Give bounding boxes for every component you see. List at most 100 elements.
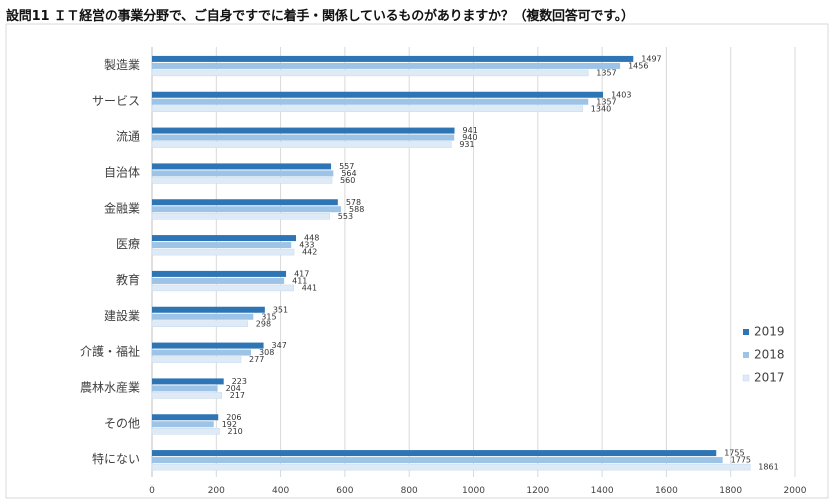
data-label: 1357 [596, 97, 616, 106]
bar-2017 [151, 392, 223, 399]
data-label: 931 [459, 140, 474, 149]
bar-2019 [152, 199, 338, 206]
bar-2017 [151, 463, 751, 471]
data-label: 204 [226, 384, 241, 393]
legend-swatch-2017 [742, 374, 750, 382]
x-tick-label: 1600 [655, 486, 678, 496]
x-tick-label: 1200 [526, 486, 549, 496]
bar-2018 [152, 457, 723, 464]
category-label: 金融業 [104, 200, 140, 215]
bar-2019 [152, 414, 219, 421]
bar-2019 [152, 306, 265, 313]
category-label: その他 [104, 416, 140, 430]
data-label: 441 [302, 283, 317, 292]
bar-2018 [152, 98, 589, 105]
bar-2018 [152, 349, 252, 356]
data-label: 941 [463, 126, 478, 135]
data-label: 557 [339, 162, 354, 171]
bar-2017 [151, 141, 452, 148]
data-label: 308 [259, 348, 274, 357]
data-label: 448 [304, 234, 319, 243]
bar-2018 [152, 277, 285, 284]
data-label: 1775 [731, 456, 751, 465]
data-label: 553 [338, 212, 353, 221]
bar-2019 [152, 450, 717, 457]
bar-2019 [152, 163, 332, 170]
x-tick-label: 800 [401, 486, 418, 496]
x-tick-label: 1000 [462, 486, 485, 496]
data-label: 351 [273, 305, 288, 314]
data-label: 1497 [641, 54, 661, 63]
bar-2019 [152, 378, 224, 385]
bar-2019 [152, 270, 287, 277]
data-label: 277 [249, 355, 264, 364]
bar-2018 [152, 313, 254, 320]
bar-2018 [152, 206, 342, 213]
data-label: 1357 [596, 68, 616, 77]
data-label: 217 [230, 391, 245, 400]
data-label: 940 [462, 133, 477, 142]
bar-2017 [151, 177, 333, 184]
data-label: 588 [349, 205, 364, 214]
x-tick-label: 1800 [719, 486, 742, 496]
data-label: 347 [272, 341, 287, 350]
legend-label-2017: 2017 [754, 371, 785, 385]
data-label: 210 [228, 427, 243, 436]
chart-frame [5, 23, 829, 499]
bar-2017 [151, 284, 295, 292]
bar-2017 [151, 213, 331, 220]
chart-title: 設問11 ＩＴ経営の事業分野で、ご自身ですでに着手・関係しているものがありますか… [6, 9, 634, 24]
bar-2017 [151, 69, 589, 77]
bar-2019 [152, 55, 634, 62]
bar-2017 [151, 356, 242, 363]
bar-2018 [152, 170, 334, 177]
legend-swatch-2018 [743, 352, 749, 358]
legend-label-2019: 2019 [754, 325, 785, 339]
category-label: 特にない [92, 451, 140, 466]
x-tick-label: 1400 [591, 486, 614, 496]
category-label: 農林水産業 [80, 379, 140, 394]
data-label: 1861 [758, 463, 778, 472]
bar-2019 [152, 342, 264, 349]
category-label: サービス [92, 94, 140, 108]
bar-2017 [151, 320, 249, 327]
category-label: 流通 [116, 130, 140, 144]
x-tick-label: 400 [272, 486, 289, 496]
data-label: 298 [256, 319, 271, 328]
category-label: 医療 [116, 237, 140, 251]
bar-2017 [151, 248, 295, 256]
category-label: 介護・福祉 [80, 344, 140, 359]
legend-label-2018: 2018 [754, 348, 785, 362]
data-label: 206 [226, 413, 241, 422]
category-label: 自治体 [104, 165, 140, 179]
legend-swatch-2019 [743, 329, 749, 335]
bar-2017 [151, 428, 220, 435]
category-label: 教育 [116, 272, 140, 287]
bar-2017 [151, 105, 584, 112]
bar-2018 [152, 385, 218, 392]
data-label: 315 [261, 312, 276, 321]
data-label: 564 [341, 169, 356, 178]
data-label: 433 [299, 241, 314, 250]
x-tick-label: 200 [208, 486, 225, 496]
bar-2018 [152, 421, 214, 428]
category-label: 建設業 [104, 308, 140, 323]
bar-2018 [152, 134, 455, 141]
data-label: 192 [222, 420, 237, 429]
data-label: 578 [346, 198, 361, 207]
data-label: 223 [232, 377, 247, 386]
data-label: 442 [302, 248, 317, 257]
data-label: 1403 [611, 90, 631, 99]
bar-2018 [152, 242, 292, 249]
bar-2019 [152, 127, 455, 134]
data-label: 1456 [628, 61, 648, 70]
data-label: 1340 [591, 104, 611, 113]
category-label: 製造業 [104, 58, 140, 72]
bar-2018 [152, 62, 621, 69]
data-label: 411 [292, 276, 307, 285]
data-label: 560 [340, 176, 355, 185]
x-tick-label: 0 [149, 486, 155, 496]
data-label: 1755 [724, 449, 744, 458]
data-label: 417 [294, 269, 309, 278]
